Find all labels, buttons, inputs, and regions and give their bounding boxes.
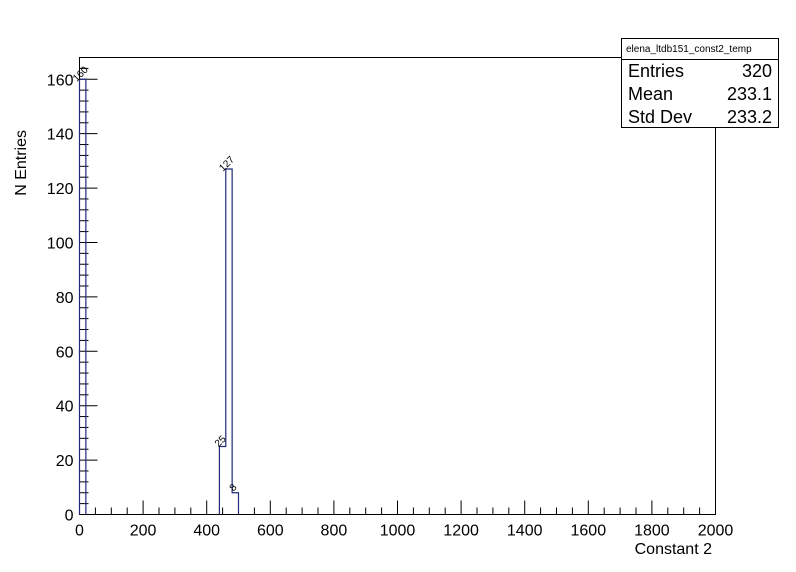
y-tick-label: 20 xyxy=(56,453,74,470)
bin-value-label: 127 xyxy=(217,154,237,174)
stats-row-mean: Mean 233.1 xyxy=(622,83,778,106)
x-axis-label: Constant 2 xyxy=(635,541,712,558)
y-tick-label: 60 xyxy=(56,344,74,361)
stats-value: 233.2 xyxy=(726,107,772,127)
stats-value: 233.1 xyxy=(726,84,772,104)
y-tick-label: 160 xyxy=(47,72,74,89)
y-tick-label: 40 xyxy=(56,399,74,416)
x-tick-label: 0 xyxy=(75,523,84,540)
x-tick-label: 1000 xyxy=(380,523,416,540)
bin-value-label: 8 xyxy=(228,482,240,494)
stats-row-std-dev: Std Dev 233.2 xyxy=(622,106,778,129)
axis-tick-labels: 0 200 400 600 800 1000 1200 1400 1600 1800 2000 0 20… xyxy=(47,72,734,539)
stats-value: 320 xyxy=(741,61,772,81)
x-tick-label: 1400 xyxy=(507,523,543,540)
stats-label: Std Dev xyxy=(628,107,693,127)
y-tick-label: 120 xyxy=(47,181,74,198)
stats-label: Mean xyxy=(628,84,674,104)
stats-label: Entries xyxy=(628,61,685,81)
stats-title: elena_ltdb151_const2_temp xyxy=(622,39,778,60)
y-tick-label: 80 xyxy=(56,290,74,307)
y-tick-label: 140 xyxy=(47,127,74,144)
y-tick-label: 100 xyxy=(47,235,74,252)
x-tick-label: 600 xyxy=(257,523,284,540)
x-tick-label: 200 xyxy=(130,523,157,540)
x-tick-label: 1600 xyxy=(571,523,607,540)
y-tick-label: 0 xyxy=(65,508,74,525)
stats-box: elena_ltdb151_const2_temp Entries 320 Me… xyxy=(621,38,779,128)
bin-value-labels: 160 25 127 8 xyxy=(71,64,240,493)
x-tick-label: 1200 xyxy=(443,523,479,540)
axis-ticks xyxy=(79,57,716,515)
x-tick-label: 800 xyxy=(321,523,348,540)
x-tick-label: 1800 xyxy=(634,523,670,540)
y-axis-label: N Entries xyxy=(13,130,30,196)
bin-value-label: 25 xyxy=(213,434,229,450)
x-tick-label: 2000 xyxy=(698,523,734,540)
bin-value-label: 160 xyxy=(71,64,91,84)
x-tick-label: 400 xyxy=(193,523,220,540)
stats-row-entries: Entries 320 xyxy=(622,60,778,83)
histogram-outline xyxy=(78,78,240,515)
